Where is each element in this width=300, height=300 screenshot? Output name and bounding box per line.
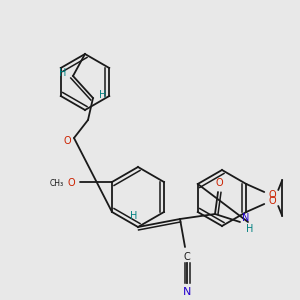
Text: O: O <box>268 196 276 206</box>
Text: CH₃: CH₃ <box>50 178 64 188</box>
Text: H: H <box>99 90 107 100</box>
Text: C: C <box>184 252 190 262</box>
Text: O: O <box>68 178 75 188</box>
Text: N: N <box>242 213 250 223</box>
Text: H: H <box>130 211 138 221</box>
Text: O: O <box>63 136 71 146</box>
Text: H: H <box>59 68 67 78</box>
Text: N: N <box>183 287 191 297</box>
Text: O: O <box>268 190 276 200</box>
Text: O: O <box>215 178 223 188</box>
Text: H: H <box>246 224 254 234</box>
